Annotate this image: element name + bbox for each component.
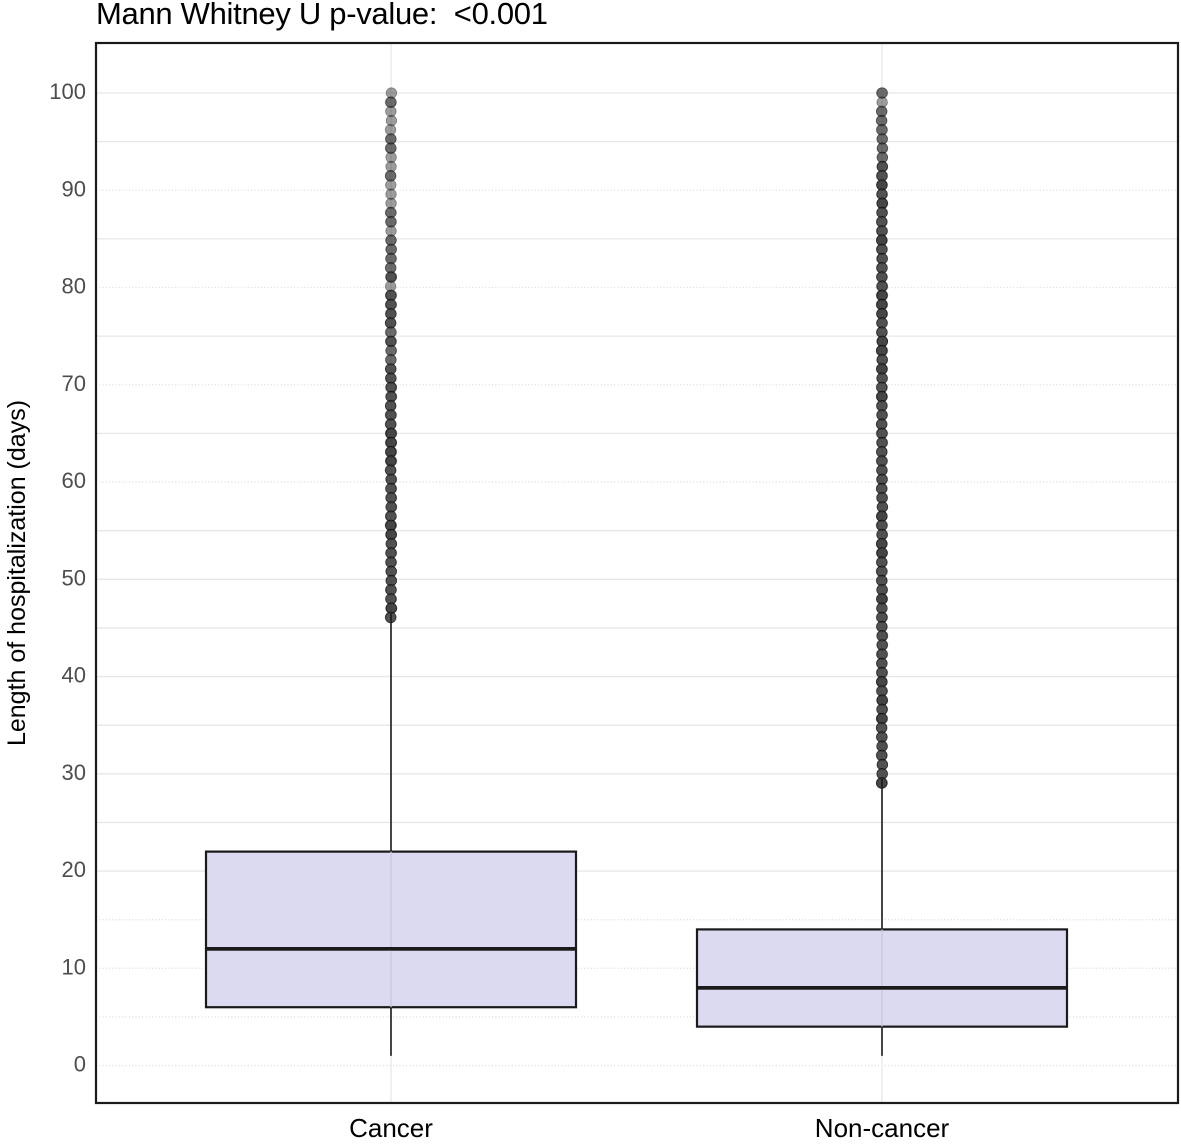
svg-text:80: 80 — [62, 274, 86, 299]
svg-text:40: 40 — [62, 663, 86, 688]
svg-text:60: 60 — [62, 468, 86, 493]
svg-text:0: 0 — [74, 1052, 86, 1077]
svg-text:30: 30 — [62, 760, 86, 785]
svg-text:90: 90 — [62, 176, 86, 201]
svg-text:100: 100 — [49, 79, 86, 104]
svg-text:50: 50 — [62, 565, 86, 590]
svg-text:20: 20 — [62, 857, 86, 882]
svg-text:70: 70 — [62, 371, 86, 396]
svg-text:10: 10 — [62, 954, 86, 979]
